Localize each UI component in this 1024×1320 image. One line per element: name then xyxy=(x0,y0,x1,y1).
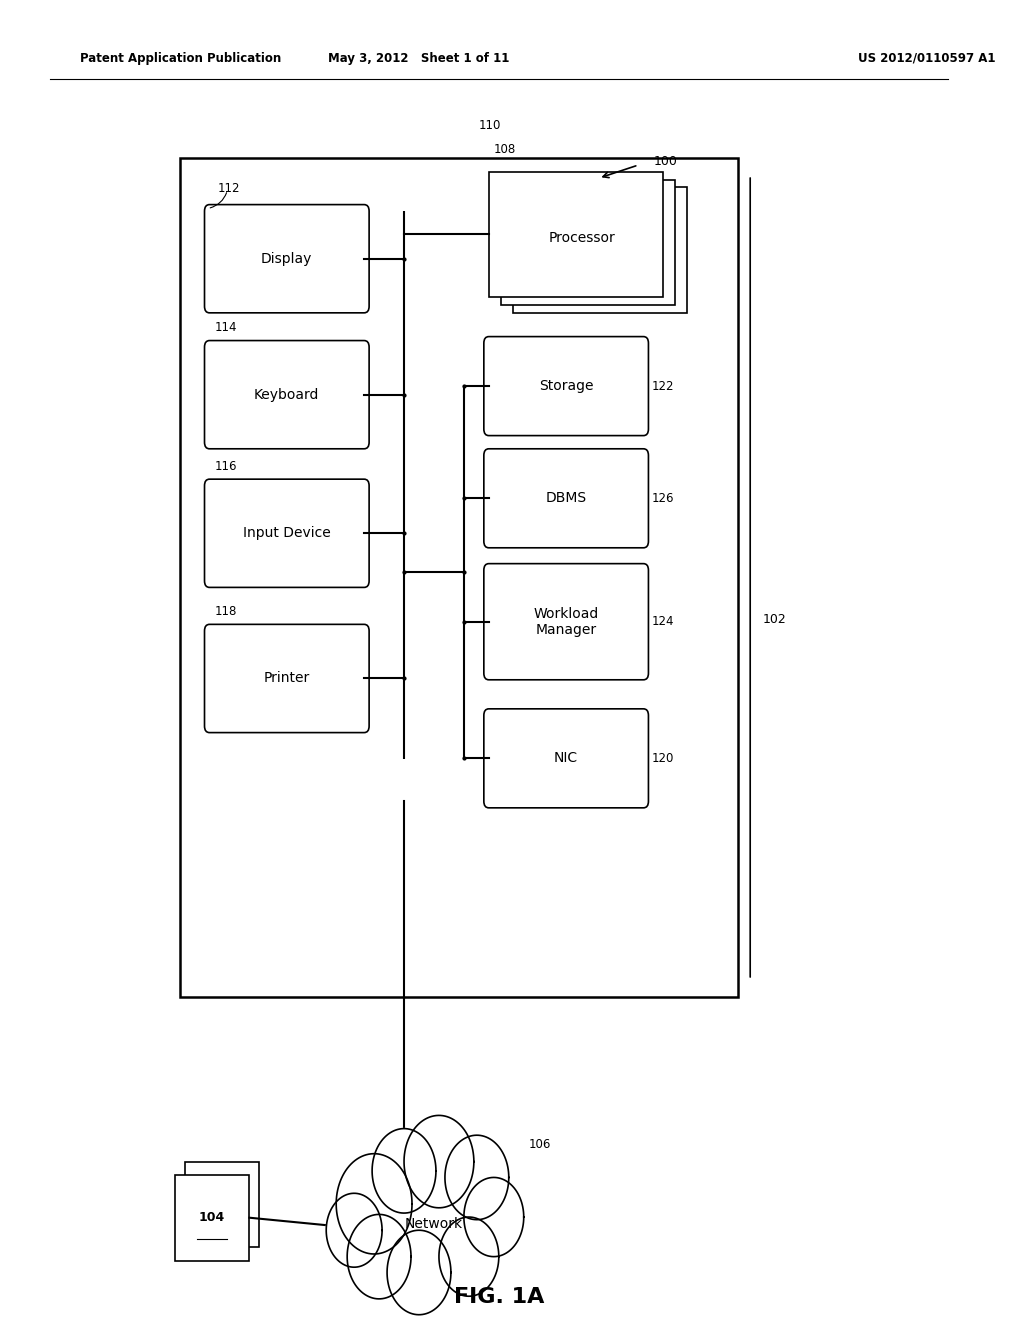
Circle shape xyxy=(347,1214,411,1299)
Text: 114: 114 xyxy=(214,321,237,334)
Bar xyxy=(184,1162,259,1247)
Text: Keyboard: Keyboard xyxy=(254,388,319,401)
Text: 120: 120 xyxy=(651,752,674,764)
Bar xyxy=(174,1175,250,1261)
Text: 104: 104 xyxy=(199,1212,225,1224)
FancyBboxPatch shape xyxy=(205,341,369,449)
FancyBboxPatch shape xyxy=(205,479,369,587)
Text: Workload
Manager: Workload Manager xyxy=(534,607,599,636)
Circle shape xyxy=(445,1135,509,1220)
FancyBboxPatch shape xyxy=(483,449,648,548)
Text: 112: 112 xyxy=(217,182,240,195)
Text: 118: 118 xyxy=(214,605,237,618)
Text: Display: Display xyxy=(261,252,312,265)
Circle shape xyxy=(464,1177,523,1257)
Text: 106: 106 xyxy=(528,1138,551,1151)
Text: 124: 124 xyxy=(651,615,674,628)
Text: 102: 102 xyxy=(763,612,786,626)
Circle shape xyxy=(327,1193,382,1267)
FancyBboxPatch shape xyxy=(483,564,648,680)
Text: Input Device: Input Device xyxy=(243,527,331,540)
Text: Storage: Storage xyxy=(539,379,593,393)
Circle shape xyxy=(404,1115,474,1208)
Circle shape xyxy=(372,1129,436,1213)
FancyBboxPatch shape xyxy=(483,709,648,808)
Text: 108: 108 xyxy=(494,143,516,156)
Text: 100: 100 xyxy=(653,154,677,168)
Text: DBMS: DBMS xyxy=(546,491,587,506)
FancyBboxPatch shape xyxy=(205,205,369,313)
FancyBboxPatch shape xyxy=(205,624,369,733)
Text: US 2012/0110597 A1: US 2012/0110597 A1 xyxy=(858,51,995,65)
Text: Processor: Processor xyxy=(549,231,615,246)
FancyBboxPatch shape xyxy=(483,337,648,436)
Text: NIC: NIC xyxy=(554,751,579,766)
Text: 122: 122 xyxy=(651,380,674,392)
Text: FIG. 1A: FIG. 1A xyxy=(454,1287,544,1307)
Bar xyxy=(488,172,664,297)
Text: May 3, 2012   Sheet 1 of 11: May 3, 2012 Sheet 1 of 11 xyxy=(329,51,510,65)
Circle shape xyxy=(439,1217,499,1296)
Text: 126: 126 xyxy=(651,492,674,504)
Text: Network: Network xyxy=(404,1217,463,1230)
Text: Printer: Printer xyxy=(264,672,310,685)
Text: Patent Application Publication: Patent Application Publication xyxy=(80,51,281,65)
Text: 110: 110 xyxy=(479,119,501,132)
Text: 116: 116 xyxy=(214,459,237,473)
Bar xyxy=(179,158,738,997)
Circle shape xyxy=(387,1230,451,1315)
Circle shape xyxy=(336,1154,412,1254)
Bar xyxy=(513,187,687,313)
Bar xyxy=(501,180,676,305)
